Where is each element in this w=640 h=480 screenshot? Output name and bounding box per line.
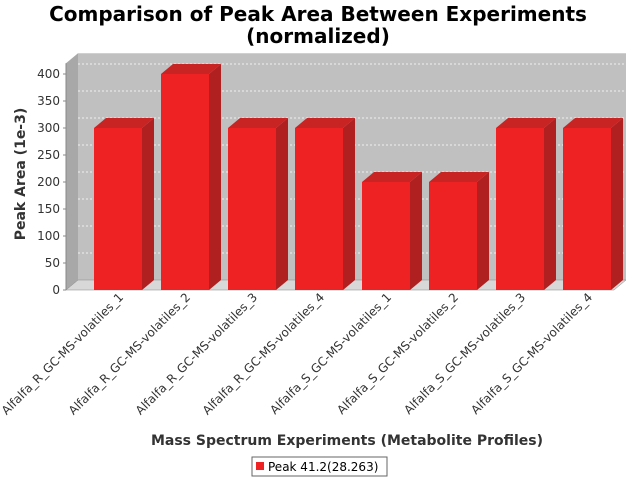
legend-swatch — [256, 462, 264, 470]
x-tick-label: Alfalfa_R_GC-MS-volatiles_3 — [133, 290, 260, 417]
y-axis-ticks: 0 50 100 150 200 250 300 350 400 — [37, 63, 67, 297]
bar-front — [563, 128, 611, 290]
y-tick-label: 150 — [37, 202, 60, 216]
x-tick-label: Alfalfa_S_GC-MS-volatiles_4 — [468, 290, 595, 417]
bar-top — [295, 118, 355, 128]
bar-front — [161, 74, 209, 290]
y-tick-label: 0 — [52, 283, 60, 297]
bar — [362, 172, 422, 290]
legend-box — [251, 456, 388, 477]
y-tick-label: 350 — [37, 94, 60, 108]
bar-top — [429, 172, 489, 182]
y-tick-label: 200 — [37, 175, 60, 189]
y-tick-label: 250 — [37, 148, 60, 162]
plot-left-wall — [66, 53, 78, 291]
x-tick-label: Alfalfa_R_GC-MS-volatiles_1 — [0, 290, 126, 417]
y-axis-title: Peak Area (1e-3) — [13, 108, 29, 241]
bar — [496, 118, 556, 290]
bar — [295, 118, 355, 290]
bar-front — [429, 182, 477, 290]
bar-front — [228, 128, 276, 290]
chart-title-line2: (normalized) — [246, 24, 390, 48]
x-tick-label: Alfalfa_R_GC-MS-volatiles_2 — [66, 290, 193, 417]
y-tick-label: 400 — [37, 67, 60, 81]
bar — [563, 118, 623, 290]
x-tick-label: Alfalfa_S_GC-MS-volatiles_1 — [267, 290, 394, 417]
bar-front — [362, 182, 410, 290]
bar-top — [496, 118, 556, 128]
bar — [228, 118, 288, 290]
bar — [429, 172, 489, 290]
bar-front — [496, 128, 544, 290]
bar — [94, 118, 154, 290]
bar-front — [94, 128, 142, 290]
bar-top — [228, 118, 288, 128]
bar — [161, 64, 221, 290]
bars — [94, 64, 623, 290]
bar-side — [343, 118, 355, 290]
x-tick-label: Alfalfa_R_GC-MS-volatiles_4 — [200, 290, 327, 417]
bar-top — [563, 118, 623, 128]
bar-side — [276, 118, 288, 290]
y-tick-label: 100 — [37, 229, 60, 243]
bar-top — [94, 118, 154, 128]
legend-label: Peak 41.2(28.263) — [268, 460, 378, 474]
bar-side — [611, 118, 623, 290]
bar-side — [477, 172, 489, 290]
legend: Peak 41.2(28.263) — [251, 456, 388, 477]
x-axis-title: Mass Spectrum Experiments (Metabolite Pr… — [151, 433, 543, 449]
x-tick-label: Alfalfa_S_GC-MS-volatiles_2 — [334, 290, 461, 417]
bar-side — [544, 118, 556, 290]
bar-top — [362, 172, 422, 182]
x-tick-label: Alfalfa_S_GC-MS-volatiles_3 — [401, 290, 528, 417]
bar-top — [161, 64, 221, 74]
bar-side — [410, 172, 422, 290]
bar-side — [209, 64, 221, 290]
y-tick-label: 50 — [45, 256, 60, 270]
chart-title-line1: Comparison of Peak Area Between Experime… — [49, 2, 587, 26]
bar-front — [295, 128, 343, 290]
x-axis-ticks: Alfalfa_R_GC-MS-volatiles_1Alfalfa_R_GC-… — [0, 290, 595, 417]
bar-side — [142, 118, 154, 290]
y-tick-label: 300 — [37, 121, 60, 135]
